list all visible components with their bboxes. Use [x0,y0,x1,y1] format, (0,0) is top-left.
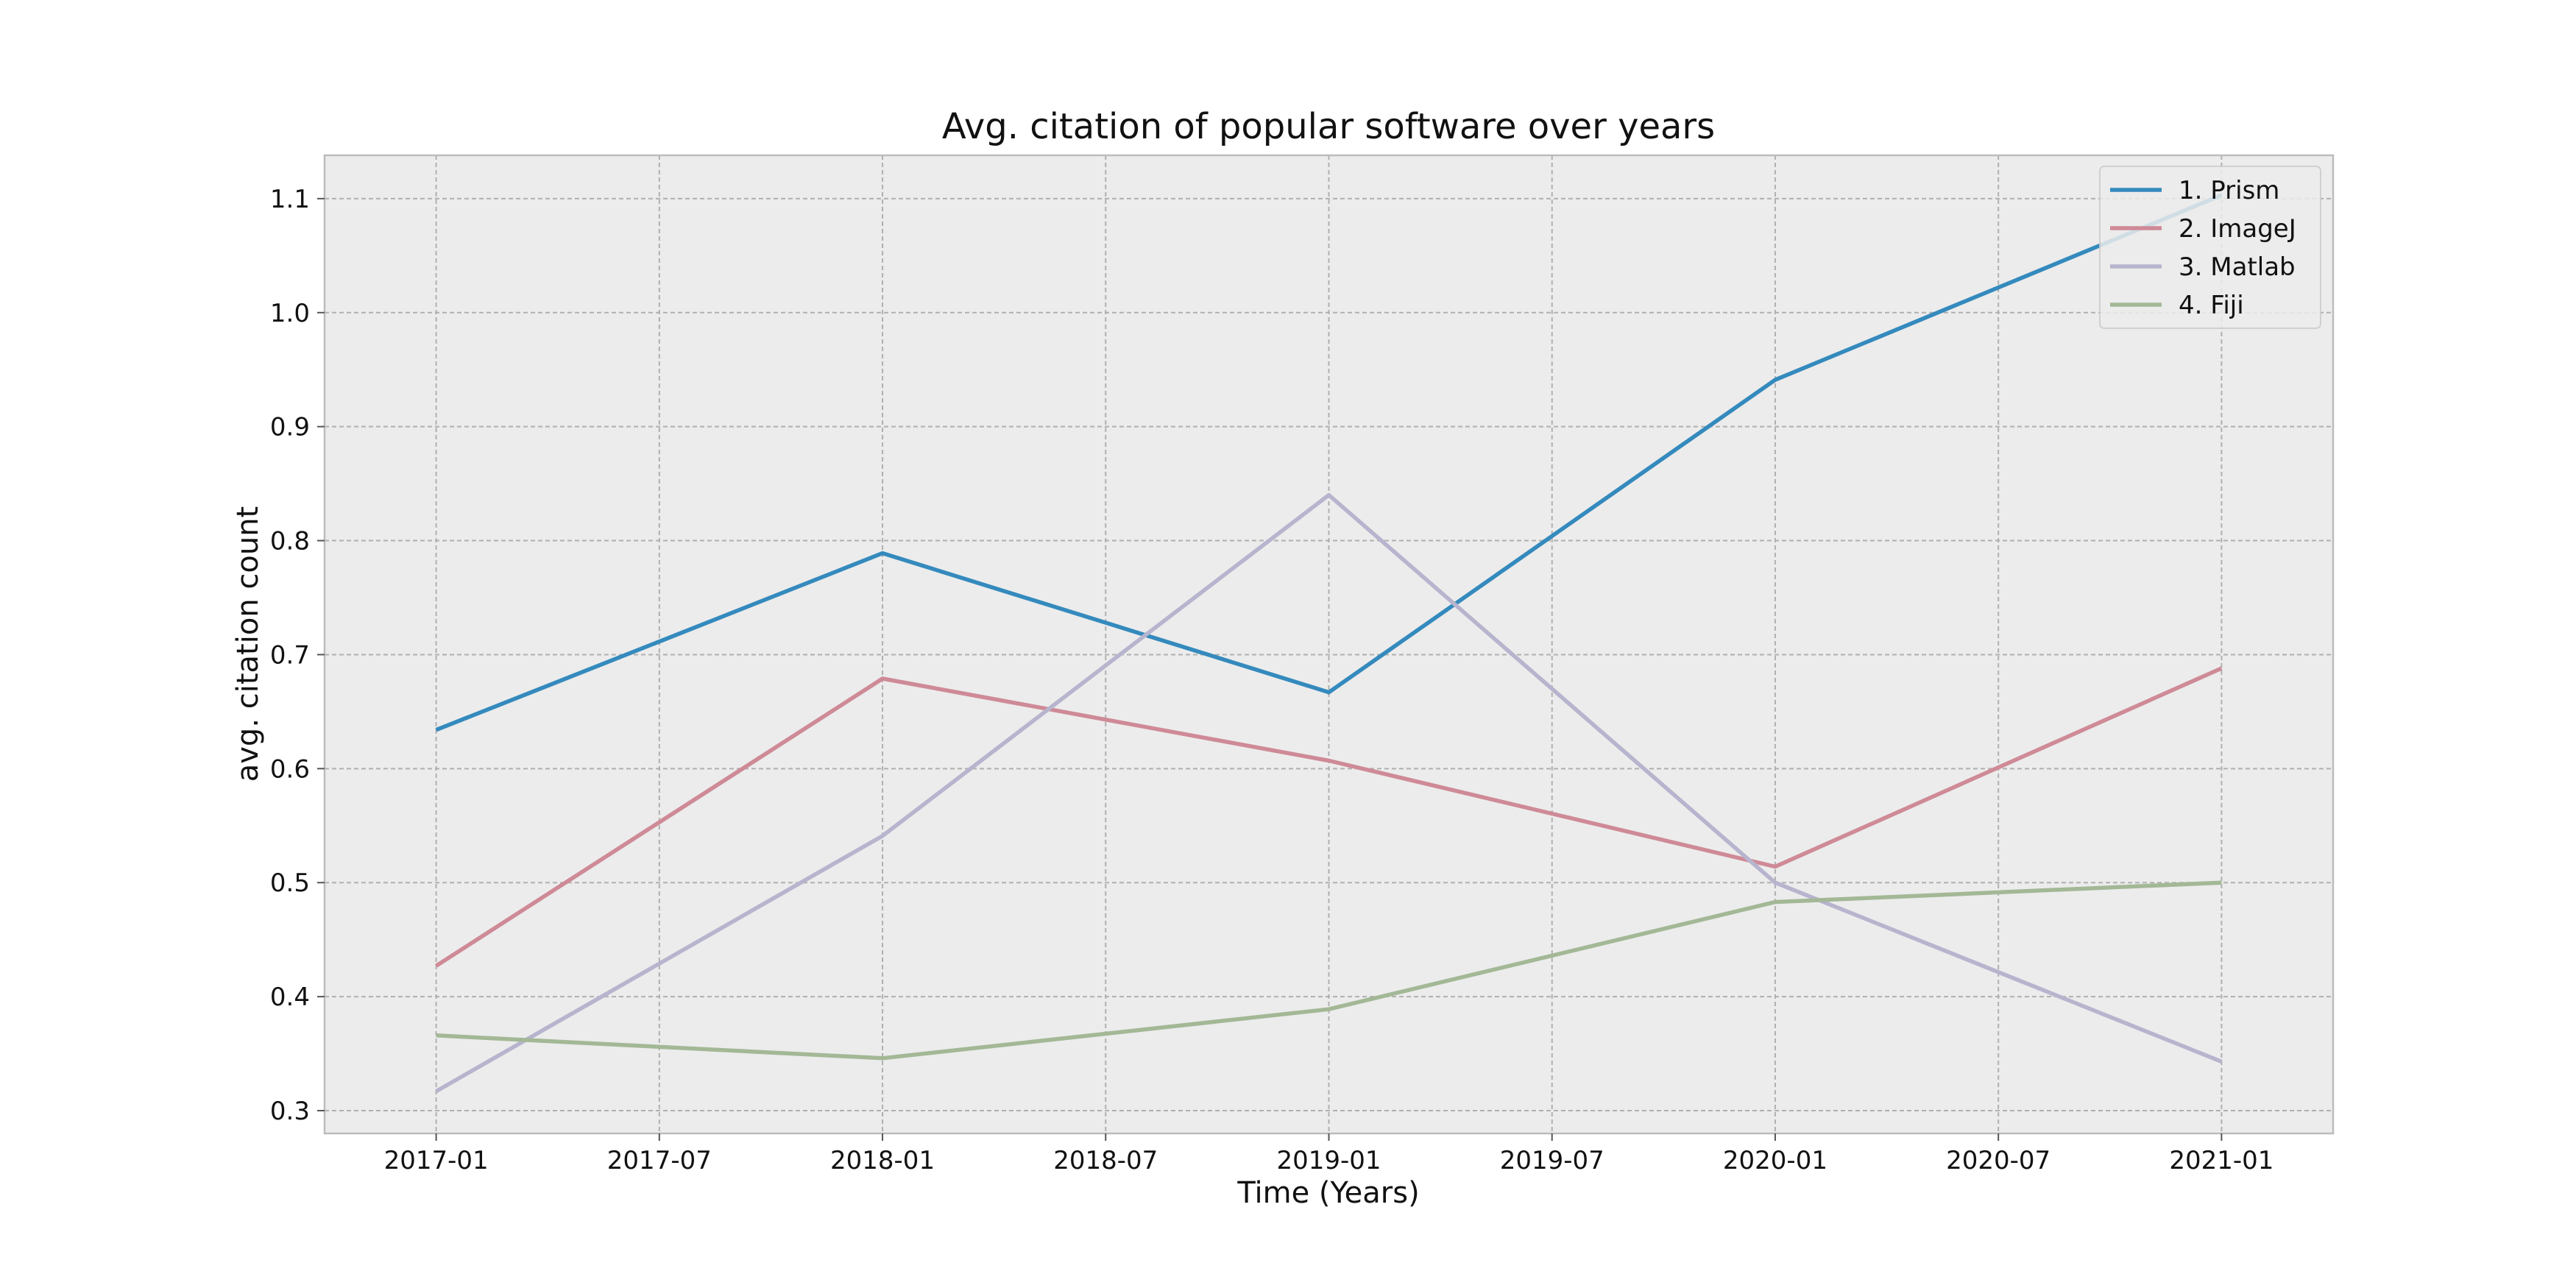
legend-label-2-imagej: 2. ImageJ [2179,214,2296,244]
series-line-1-prism [435,193,2223,732]
y-tick-label: 0.6 [270,754,310,784]
x-axis-ticks: 2017-01 2017-07 2018-01 2018-07 2019-01 2019-… [384,1133,2274,1175]
x-tick-label: 2020-07 [1946,1146,2050,1175]
y-tick-label: 0.9 [270,413,310,442]
y-tick-label: 0.3 [270,1097,310,1126]
y-tick-label: 0.8 [270,527,310,556]
y-axis-ticks: 0.3 0.4 0.5 0.6 0.7 0.8 0.9 1.0 1.1 [270,185,325,1126]
x-tick-label: 2018-01 [830,1146,935,1175]
y-tick-label: 0.5 [270,868,310,898]
series-lines [435,193,2223,1094]
series-line-2-imagej [435,666,2223,968]
y-tick-label: 0.7 [270,640,310,670]
x-tick-label: 2017-07 [607,1146,712,1175]
x-tick-label: 2018-07 [1053,1146,1158,1175]
y-axis-label: avg. citation count [231,506,265,782]
x-axis-label: Time (Years) [1236,1176,1419,1210]
chart-title: Avg. citation of popular software over y… [942,106,1715,147]
legend: 1. Prism 2. ImageJ 3. Matlab 4. Fiji [2099,166,2321,329]
legend-label-4-fiji: 4. Fiji [2179,291,2244,320]
y-tick-label: 1.0 [270,299,310,328]
x-tick-label: 2017-01 [384,1146,489,1175]
y-tick-label: 1.1 [270,185,310,214]
x-tick-label: 2019-07 [1500,1146,1604,1175]
legend-label-3-matlab: 3. Matlab [2179,252,2296,282]
series-line-3-matlab [435,492,2223,1094]
legend-label-1-prism: 1. Prism [2179,176,2279,205]
legend-box [2099,166,2321,329]
series-line-4-fiji [436,880,2222,1061]
x-tick-label: 2021-01 [2169,1146,2274,1175]
y-tick-label: 0.4 [270,983,310,1012]
x-tick-label: 2019-01 [1276,1146,1381,1175]
x-tick-label: 2020-01 [1723,1146,1827,1175]
